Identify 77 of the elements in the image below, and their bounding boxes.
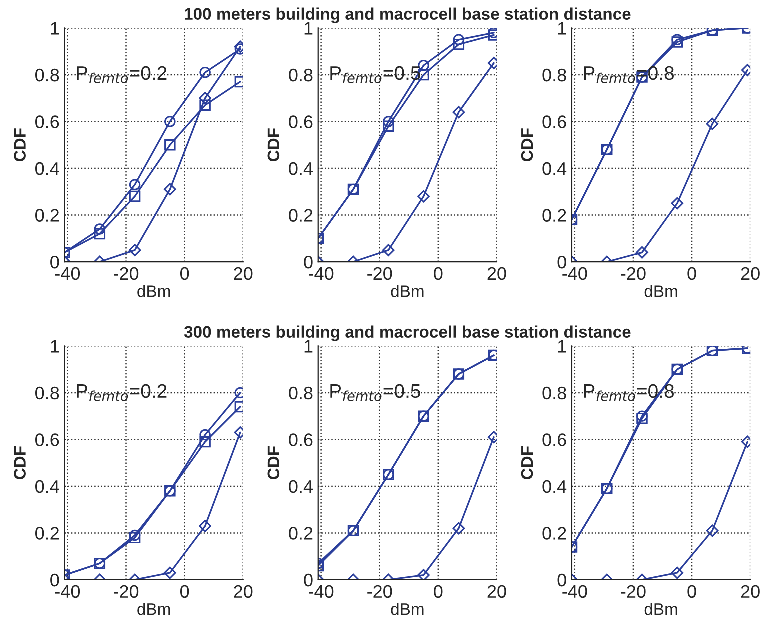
y-tick-label: 0 [558,574,566,587]
y-axis-title: CDF [14,446,26,480]
x-tick-label: 20 [234,267,253,280]
y-tick-label: 1 [304,340,313,353]
chart-title: 300 meters building and macrocell base station distance [184,326,631,342]
x-tick-label: 0 [434,585,443,598]
y-tick-label: 0.8 [542,386,566,400]
y-tick-label: 0.2 [36,209,60,222]
annotation: P$_{femto}$=0.2 [77,384,167,402]
y-tick-label: 0 [50,574,60,587]
x-tick-label: 0 [180,267,190,280]
x-tick-label: 0 [688,267,696,280]
x-tick-label: -20 [114,585,139,598]
y-tick-label: 0.8 [289,386,313,400]
x-axis-title: dBm [138,603,170,616]
x-tick-label: -20 [368,585,392,598]
x-tick-label: 20 [741,267,760,280]
y-tick-label: 0.4 [289,162,313,176]
annotation: P$_{femto}$=0.2 [77,66,167,84]
x-tick-label: 20 [488,585,506,598]
y-axis-title: CDF [521,446,534,480]
y-tick-label: 0.6 [542,434,566,446]
x-axis-title: dBm [644,603,678,616]
y-tick-label: 0 [50,256,60,269]
x-tick-label: -20 [368,267,392,280]
y-tick-label: 1 [51,22,60,35]
x-tick-label: -20 [621,267,646,280]
y-tick-label: 1 [304,22,313,35]
y-tick-label: 0.8 [289,68,313,82]
y-tick-label: 0.4 [542,480,567,494]
y-tick-label: 0.4 [36,480,60,494]
y-tick-label: 0.6 [289,434,313,446]
x-axis-title: dBm [391,285,424,298]
y-tick-label: 0.2 [36,527,60,540]
y-tick-label: 0.4 [36,162,60,176]
x-tick-label: -40 [55,267,80,280]
chart-title: 100 meters building and macrocell base station distance [185,8,631,24]
y-tick-label: 0.8 [36,386,60,400]
y-tick-label: 1 [558,340,566,353]
y-tick-label: 0.6 [36,116,60,128]
y-axis-title: CDF [521,128,534,162]
x-tick-label: -40 [55,585,80,598]
y-tick-label: 0.4 [542,162,567,176]
x-tick-label: -40 [562,585,588,598]
x-axis-title: dBm [644,285,678,298]
y-tick-label: 1 [51,340,60,353]
y-tick-label: 0.2 [289,209,313,222]
y-axis-title: CDF [268,128,280,162]
y-tick-label: 0.6 [542,116,566,128]
x-axis-title: dBm [391,603,424,616]
x-tick-label: 20 [234,585,253,598]
annotation: P$_{femto}$=0.5 [330,384,420,402]
x-tick-label: 0 [180,585,190,598]
x-tick-label: 20 [488,267,506,280]
x-tick-label: -20 [114,267,139,280]
y-tick-label: 0 [304,256,313,269]
x-tick-label: -20 [621,585,646,598]
y-tick-label: 0.2 [289,527,313,540]
y-axis-title: CDF [14,128,26,162]
x-tick-label: -40 [562,267,588,280]
x-axis-title: dBm [138,285,170,298]
x-tick-label: 20 [741,585,760,598]
y-tick-label: 0.6 [289,116,313,128]
y-tick-label: 0.8 [36,68,60,82]
y-tick-label: 0.2 [542,527,566,540]
y-tick-label: 0.2 [542,209,566,222]
y-tick-label: 0.6 [36,434,60,446]
y-tick-label: 0.4 [289,480,313,494]
x-tick-label: -40 [309,267,334,280]
x-tick-label: 0 [434,267,443,280]
y-tick-label: 0.8 [542,68,566,82]
y-tick-label: 1 [558,22,566,35]
y-tick-label: 0 [304,574,313,587]
y-axis-title: CDF [268,446,280,480]
x-tick-label: 0 [688,585,696,598]
x-tick-label: -40 [309,585,334,598]
y-tick-label: 0 [558,256,566,269]
